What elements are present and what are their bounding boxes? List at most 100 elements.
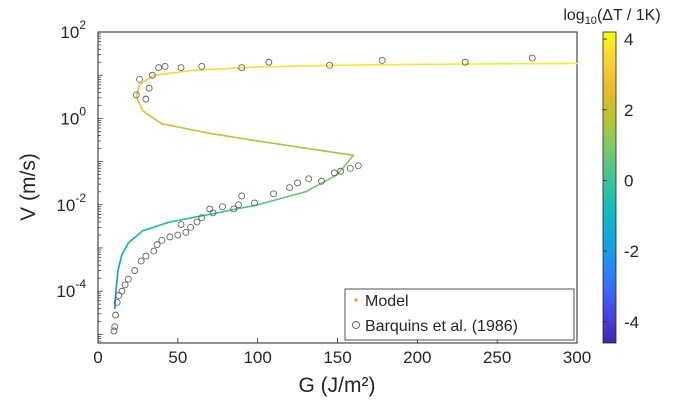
data-point: [158, 236, 166, 244]
data-point: [148, 71, 156, 79]
x-axis-ticks: 0 50 100 150 200 250 300: [93, 338, 591, 367]
model-line-segment: [179, 218, 186, 221]
model-line-segment: [202, 131, 211, 135]
model-line-segment: [244, 205, 253, 208]
data-point: [153, 241, 161, 248]
data-point: [110, 327, 118, 335]
x-tick-label: 100: [243, 348, 271, 367]
y-tick-exponent: -4: [75, 277, 86, 291]
data-point: [528, 54, 536, 62]
model-line-segment: [220, 134, 229, 138]
data-point: [294, 179, 301, 187]
x-tick-label: 150: [323, 348, 351, 367]
legend: Model Barquins et al. (1986): [344, 288, 575, 341]
colorbar-title: log10(ΔT / 1K): [563, 7, 660, 27]
x-tick-label: 250: [483, 348, 511, 367]
data-point: [461, 58, 469, 66]
model-line-segment: [280, 143, 291, 147]
colorbar-gradient: [602, 31, 617, 344]
data-point: [318, 177, 325, 185]
y-tick-label: 102: [60, 18, 86, 42]
model-line-segment: [256, 140, 267, 143]
data-point: [131, 267, 139, 274]
y-tick-exponent: -2: [75, 191, 86, 205]
y-tick-exponent: 0: [79, 104, 86, 118]
data-point: [113, 298, 121, 306]
colorbar: 4 2 0 -2 -4 log10(ΔT / 1K): [563, 7, 661, 344]
data-point: [330, 169, 338, 177]
model-line-segment: [238, 206, 247, 210]
model-line-series: [113, 62, 578, 310]
colorbar-ticks: 4 2 0 -2 -4: [603, 30, 639, 332]
data-point: [142, 95, 150, 103]
colorbar-tick-label: 2: [624, 101, 633, 120]
model-line-segment: [168, 71, 175, 75]
data-point: [118, 287, 126, 295]
model-line-segment: [184, 217, 191, 220]
data-point: [174, 231, 182, 239]
model-line-segment: [174, 219, 181, 222]
colorbar-tick-label: 4: [624, 30, 633, 49]
data-point: [111, 323, 119, 331]
model-line-segment: [178, 70, 185, 73]
model-line-segment: [232, 136, 241, 139]
y-tick-base: 10: [60, 23, 79, 42]
data-point: [198, 214, 206, 222]
model-line-segment: [220, 209, 229, 213]
x-tick-label: 200: [403, 348, 431, 367]
colorbar-title-log: log: [563, 7, 584, 24]
model-line-segment: [288, 144, 299, 148]
legend-data-marker: [352, 321, 360, 329]
data-point: [238, 64, 246, 71]
model-line-segment: [298, 190, 307, 195]
model-line-segment: [226, 135, 235, 138]
data-point: [219, 203, 226, 211]
legend-model-marker: [354, 298, 358, 302]
x-tick-label: 50: [168, 348, 187, 367]
data-point: [235, 201, 242, 209]
data-point: [286, 184, 294, 191]
model-line-segment: [264, 141, 275, 145]
y-tick-base: 10: [56, 196, 75, 215]
model-line-segment: [153, 73, 160, 76]
data-point: [270, 190, 278, 198]
x-tick-label: 300: [563, 348, 591, 367]
model-line-segment: [183, 70, 190, 73]
model-line-segment: [304, 147, 315, 151]
model-line-segment: [250, 139, 259, 142]
y-tick-exponent: 2: [79, 18, 86, 32]
data-point: [230, 205, 238, 213]
data-points-series: [110, 54, 536, 335]
y-tick-label: 100: [60, 104, 86, 128]
data-point: [326, 61, 333, 69]
data-point: [378, 57, 386, 64]
model-line-segment: [244, 138, 253, 141]
data-point: [145, 84, 153, 92]
model-line-segment: [203, 213, 211, 217]
legend-model-label: Model: [365, 293, 409, 310]
colorbar-tick-label: 0: [624, 171, 633, 190]
model-line-segment: [167, 124, 175, 127]
model-line-segment: [214, 133, 223, 137]
data-point: [115, 291, 123, 299]
model-line-segment: [296, 146, 307, 149]
model-line-segment: [262, 200, 271, 204]
colorbar-title-sub: 10: [585, 15, 597, 27]
data-point: [182, 228, 190, 236]
model-line-segment: [268, 199, 277, 203]
data-point: [209, 209, 217, 217]
data-point: [155, 64, 163, 71]
model-line-segment: [286, 194, 295, 198]
model-line-segment: [179, 126, 187, 130]
data-point: [251, 199, 258, 207]
data-point: [346, 164, 354, 172]
model-line-segment: [185, 127, 193, 131]
data-point: [193, 218, 201, 226]
model-line-segment: [169, 220, 176, 223]
data-point: [166, 233, 174, 241]
model-line-segment: [208, 132, 217, 136]
y-axis-label: V (m/s): [17, 153, 40, 221]
data-point: [124, 275, 132, 283]
